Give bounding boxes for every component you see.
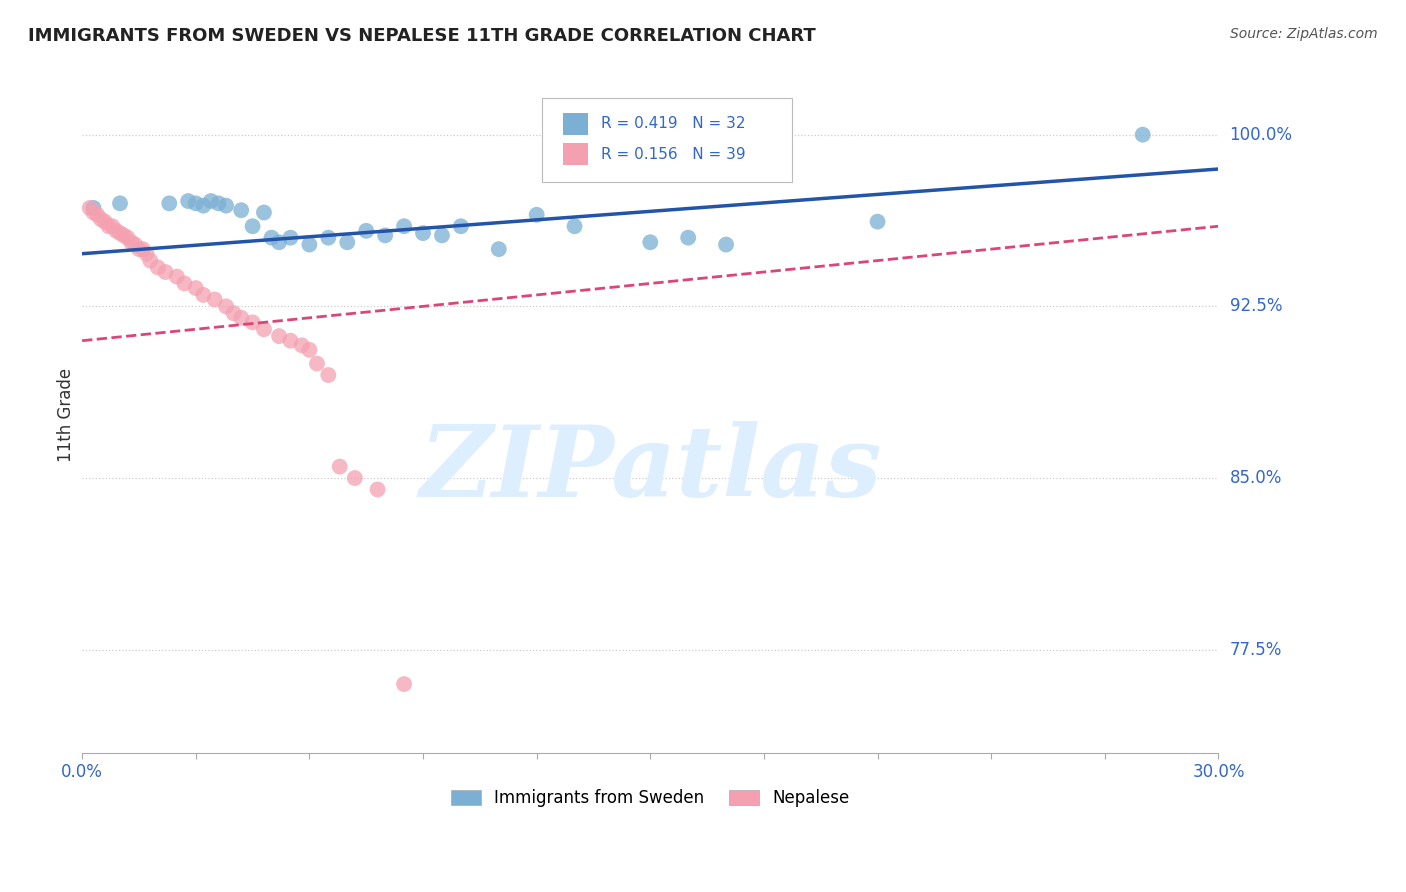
Point [676, 230, 699, 244]
Point [108, 196, 131, 211]
Point [177, 194, 200, 208]
Point [101, 219, 124, 234]
Point [184, 196, 207, 211]
Point [135, 246, 157, 260]
Point [267, 235, 290, 250]
Point [94, 214, 117, 228]
Point [640, 235, 662, 250]
Point [173, 277, 195, 291]
Point [280, 334, 302, 348]
Text: 85.0%: 85.0% [1230, 469, 1282, 487]
Point [267, 329, 290, 343]
Point [193, 199, 215, 213]
FancyBboxPatch shape [543, 98, 793, 182]
Point [124, 237, 146, 252]
Point [79, 201, 101, 215]
Point [215, 299, 238, 313]
Point [231, 310, 253, 325]
Point [146, 260, 169, 275]
Point [215, 199, 238, 213]
Point [392, 677, 415, 691]
Point [714, 237, 737, 252]
Point [526, 208, 548, 222]
Point [90, 212, 112, 227]
Point [139, 253, 162, 268]
Point [128, 242, 150, 256]
Point [231, 203, 253, 218]
Point [392, 219, 415, 234]
Point [305, 357, 328, 371]
Point [112, 228, 135, 243]
Point [412, 226, 434, 240]
Text: R = 0.156   N = 39: R = 0.156 N = 39 [602, 146, 747, 161]
Text: R = 0.419   N = 32: R = 0.419 N = 32 [602, 116, 747, 131]
Point [866, 214, 889, 228]
FancyBboxPatch shape [562, 143, 588, 165]
Point [329, 459, 352, 474]
Point [105, 224, 128, 238]
Point [200, 194, 222, 208]
Legend: Immigrants from Sweden, Nepalese: Immigrants from Sweden, Nepalese [444, 782, 856, 814]
Point [336, 235, 359, 250]
Text: Source: ZipAtlas.com: Source: ZipAtlas.com [1230, 27, 1378, 41]
Point [280, 230, 302, 244]
Point [242, 315, 264, 329]
Point [82, 201, 104, 215]
Point [193, 288, 215, 302]
Point [298, 343, 321, 357]
Point [117, 230, 139, 244]
Point [108, 226, 131, 240]
Text: 92.5%: 92.5% [1230, 297, 1282, 316]
Point [242, 219, 264, 234]
Point [82, 205, 104, 219]
Point [488, 242, 510, 256]
Point [97, 219, 120, 234]
Point [343, 471, 366, 485]
Point [166, 269, 188, 284]
Point [564, 219, 586, 234]
Point [155, 265, 177, 279]
Point [184, 281, 207, 295]
Point [86, 208, 108, 222]
Point [374, 228, 396, 243]
Point [253, 205, 276, 219]
Text: 100.0%: 100.0% [1230, 126, 1292, 144]
Text: IMMIGRANTS FROM SWEDEN VS NEPALESE 11TH GRADE CORRELATION CHART: IMMIGRANTS FROM SWEDEN VS NEPALESE 11TH … [28, 27, 815, 45]
Text: 77.5%: 77.5% [1230, 640, 1282, 658]
Point [157, 196, 180, 211]
Point [120, 235, 142, 250]
Point [354, 224, 377, 238]
Point [132, 242, 155, 256]
Point [1132, 128, 1154, 142]
Point [298, 237, 321, 252]
Point [204, 293, 226, 307]
Point [260, 230, 283, 244]
Point [253, 322, 276, 336]
Point [450, 219, 472, 234]
Point [430, 228, 453, 243]
Point [207, 196, 229, 211]
Point [367, 483, 389, 497]
Y-axis label: 11th Grade: 11th Grade [58, 368, 75, 462]
Text: ZIPatlas: ZIPatlas [419, 421, 882, 517]
Point [318, 368, 340, 382]
FancyBboxPatch shape [562, 112, 588, 135]
Point [318, 230, 340, 244]
Point [291, 338, 314, 352]
Point [222, 306, 245, 320]
